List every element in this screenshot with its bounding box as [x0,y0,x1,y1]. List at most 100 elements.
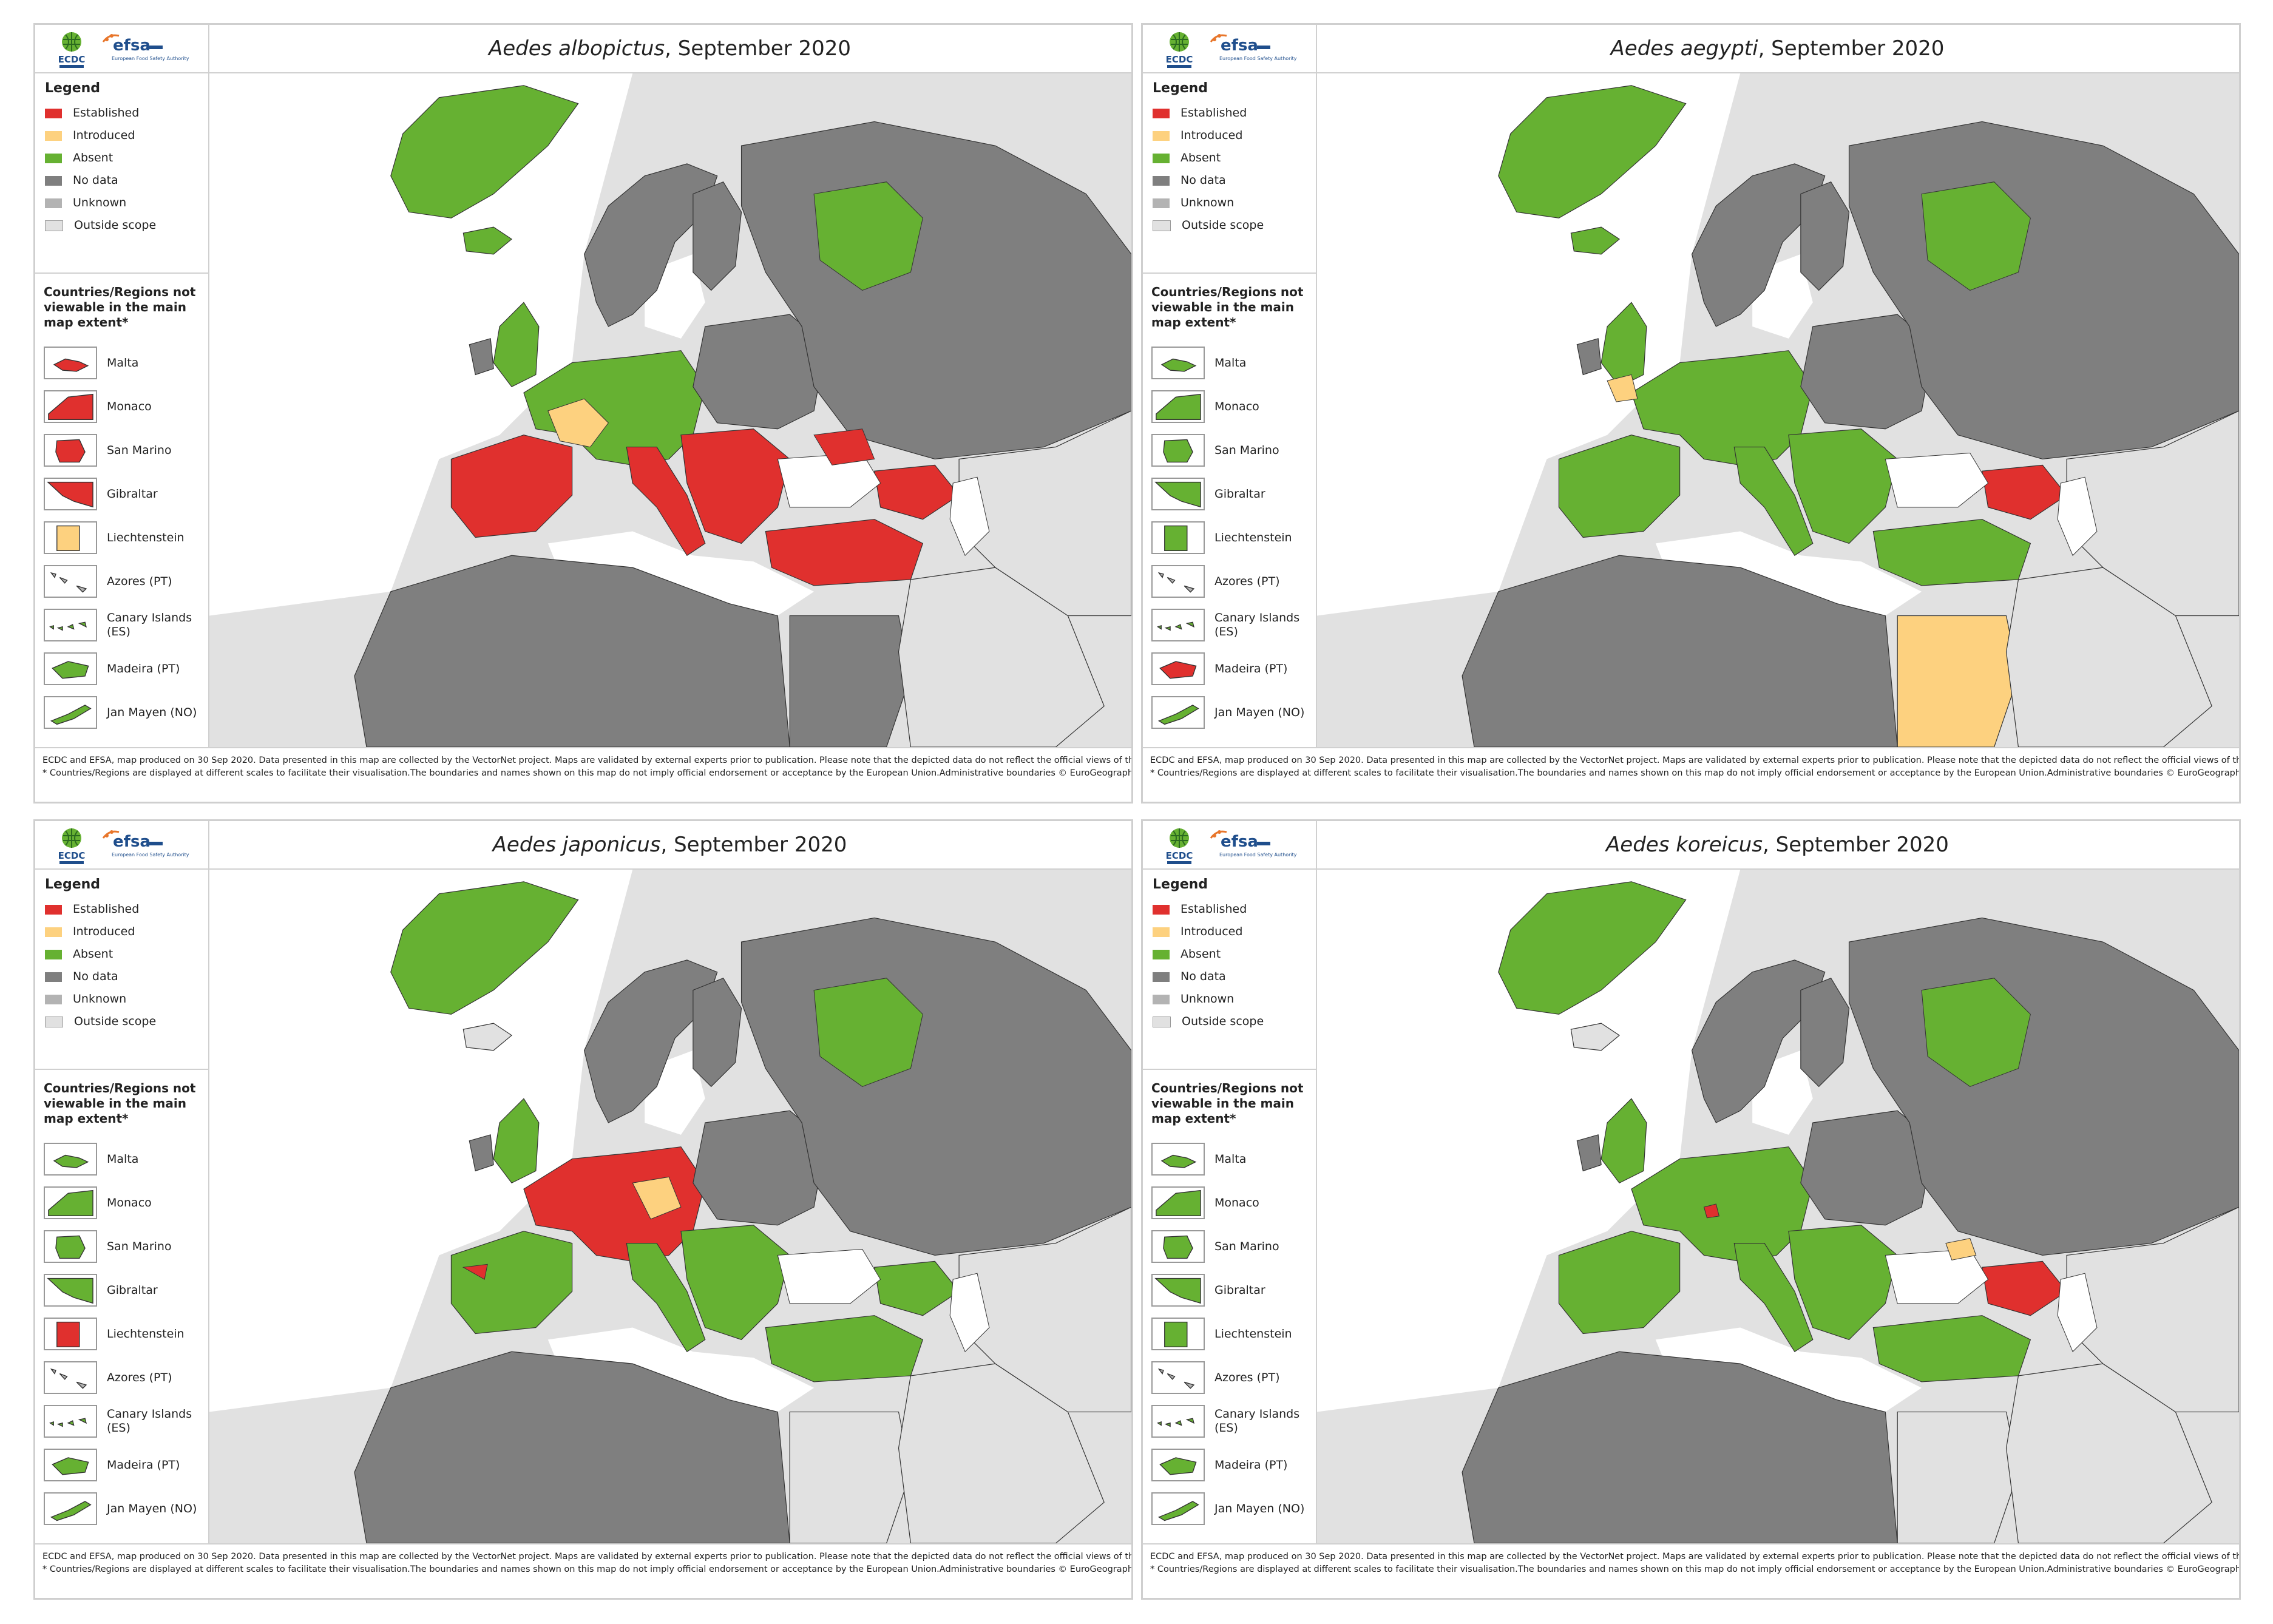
region-iceland [1570,226,1621,255]
map-title: Aedes aegypti, September 2020 [1316,25,2239,72]
inset-map [1151,1361,1205,1394]
inset-map [1151,434,1205,467]
legend-swatch [45,904,62,915]
map-footer: ECDC and EFSA, map produced on 30 Sep 20… [35,1543,1131,1598]
map-panel-koreicus: ECDC efsa European Food Safety Authority… [1141,819,2241,1600]
inset-region: Malta [44,1143,205,1179]
panel-header: ECDC efsa European Food Safety Authority… [35,25,1131,73]
legend-label: Introduced [1181,925,1243,938]
region-caucasus [873,1260,960,1316]
efsa-logo: efsa European Food Safety Authority [102,830,189,858]
region-easteurope [1800,1110,1934,1226]
legend-item-nodata: No data [45,970,118,983]
svg-text:European Food Safety Authority: European Food Safety Authority [112,56,189,61]
legend-swatch [45,220,63,231]
inset-label: Canary Islands (ES) [107,1407,192,1435]
ecdc-logo: ECDC [1166,828,1193,864]
legend-item-outside: Outside scope [1153,218,1264,232]
panel-header: ECDC efsa European Food Safety Authority… [1143,25,2239,73]
ecdc-efsa-logos: ECDC efsa European Food Safety Authority [58,828,189,864]
inset-label: Gibraltar [1214,487,1265,501]
inset-region: Gibraltar [44,478,205,514]
inset-map [44,521,97,554]
inset-label: Madeira (PT) [1214,1458,1288,1472]
regions-title: Countries/Regions not viewable in the ma… [1151,1081,1304,1126]
map-date: , September 2020 [1758,36,1945,61]
map-panel-aegypti: ECDC efsa European Food Safety Authority… [1141,23,2241,804]
legend-title: Legend [45,81,101,96]
legend-swatch [1153,130,1170,141]
inset-label: Madeira (PT) [1214,661,1288,675]
legend-item-nodata: No data [1153,174,1226,187]
inset-label: Azores (PT) [107,1370,172,1384]
europe-map [1317,870,2239,1543]
inset-region: Liechtenstein [1151,521,1312,558]
svg-text:efsa: efsa [1221,36,1258,55]
region-iceland [462,1023,513,1051]
map-title: Aedes albopictus, September 2020 [208,25,1131,72]
inset-label: Gibraltar [107,1283,158,1297]
map-title: Aedes japonicus, September 2020 [208,821,1131,868]
legend-label: Introduced [73,129,135,142]
inset-region: Monaco [44,390,205,427]
legend-swatch [1153,198,1170,208]
region-finland [1800,977,1850,1088]
inset-region: Gibraltar [1151,1274,1312,1310]
efsa-logo: efsa European Food Safety Authority [1210,830,1297,858]
legend: Legend Established Introduced Absent No dat… [35,868,208,1070]
inset-map [1151,390,1205,423]
inset-map [1151,609,1205,641]
footer-line-1: ECDC and EFSA, map produced on 30 Sep 20… [42,1552,1131,1561]
map-title: Aedes koreicus, September 2020 [1316,821,2239,868]
inset-label: Canary Islands (ES) [107,611,192,638]
regions-title: Countries/Regions not viewable in the ma… [44,285,196,330]
legend-item-unknown: Unknown [45,992,126,1006]
inset-label: Azores (PT) [1214,1370,1280,1384]
region-easteurope [1800,314,1934,430]
footer-line-1: ECDC and EFSA, map produced on 30 Sep 20… [1150,1552,2239,1561]
region-scandinavia [583,163,718,327]
inset-region: Madeira (PT) [44,652,205,689]
inset-label: Jan Mayen (NO) [1214,705,1305,719]
svg-text:European Food Safety Authority: European Food Safety Authority [1219,56,1297,61]
region-scandinavia [1691,163,1826,327]
map-footer: ECDC and EFSA, map produced on 30 Sep 20… [1143,1543,2239,1598]
inset-region: Canary Islands (ES) [1151,609,1312,645]
inset-region: Liechtenstein [1151,1318,1312,1354]
legend-label: Absent [1181,151,1221,164]
region-iberia [1558,435,1681,538]
region-iceland [462,226,513,255]
legend-item-established: Established [1153,106,1247,120]
side-panel: Legend Established Introduced Absent No dat… [35,868,209,1543]
legend-label: Unknown [73,196,127,209]
side-panel: Legend Established Introduced Absent No dat… [35,72,209,747]
inset-region: Monaco [1151,390,1312,427]
svg-text:European Food Safety Authority: European Food Safety Authority [112,852,189,858]
inset-region: Malta [1151,347,1312,383]
region-egypt [789,615,912,747]
map-date: , September 2020 [665,36,852,61]
inset-label: Azores (PT) [1214,574,1280,588]
svg-text:ECDC: ECDC [58,850,86,861]
inset-map [44,609,97,641]
efsa-logo: efsa European Food Safety Authority [102,34,189,61]
inset-map [44,1492,97,1525]
legend-swatch [45,153,62,163]
legend-item-outside: Outside scope [1153,1015,1264,1028]
legend-swatch [45,130,62,141]
region-uk [493,302,540,388]
region-westeurope [523,1146,706,1262]
legend-item-outside: Outside scope [45,218,156,232]
inset-region: San Marino [44,434,205,470]
legend-label: No data [73,174,118,187]
legend-item-established: Established [45,902,139,916]
region-iberia [450,435,573,538]
inset-label: Canary Islands (ES) [1214,611,1300,638]
region-iberia [1558,1231,1681,1335]
legend-title: Legend [45,877,101,892]
inset-region: Jan Mayen (NO) [1151,1492,1312,1529]
inset-region: Gibraltar [44,1274,205,1310]
region-balkans [1788,428,1898,544]
panel-header: ECDC efsa European Food Safety Authority… [35,821,1131,870]
inset-map [44,1361,97,1394]
